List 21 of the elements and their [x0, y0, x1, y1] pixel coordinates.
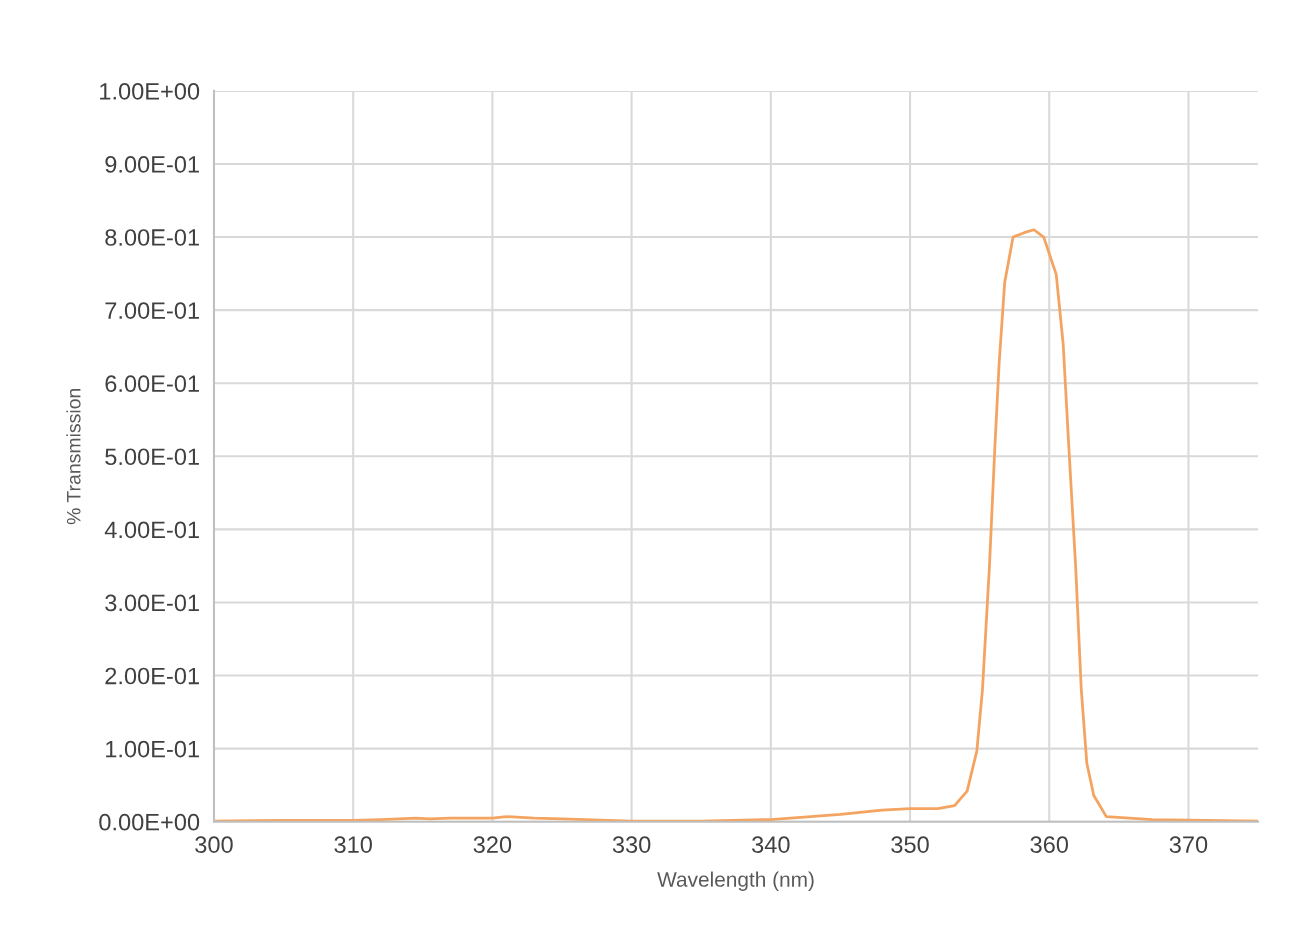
y-tick-label: 1.00E+00	[100, 82, 200, 100]
x-tick-label: 370	[1169, 836, 1208, 853]
x-tick-label: 300	[195, 836, 233, 853]
x-tick-label: 310	[334, 836, 372, 853]
y-tick-label: 3.00E-01	[105, 594, 199, 612]
y-tick-label: 9.00E-01	[105, 156, 199, 173]
x-tick-label: 320	[473, 836, 512, 853]
y-tick-label: 7.00E-01	[105, 302, 199, 319]
y-tick-label: 8.00E-01	[105, 229, 199, 246]
y-tick-label: 6.00E-01	[105, 375, 199, 393]
x-axis-title: Wavelength (nm)	[657, 871, 814, 891]
y-tick-label: 0.00E+00	[99, 813, 200, 831]
y-tick-label: 4.00E-01	[104, 521, 199, 539]
y-tick-label: 1.00E-01	[106, 740, 199, 758]
y-axis-title: % Transmission	[66, 388, 81, 525]
x-tick-label: 360	[1030, 836, 1069, 853]
x-tick-label: 330	[612, 836, 651, 853]
y-tick-label: 2.00E-01	[105, 667, 199, 685]
y-tick-label: 5.00E-01	[105, 448, 199, 466]
x-tick-label: 350	[891, 836, 929, 853]
x-tick-label: 340	[752, 836, 790, 853]
